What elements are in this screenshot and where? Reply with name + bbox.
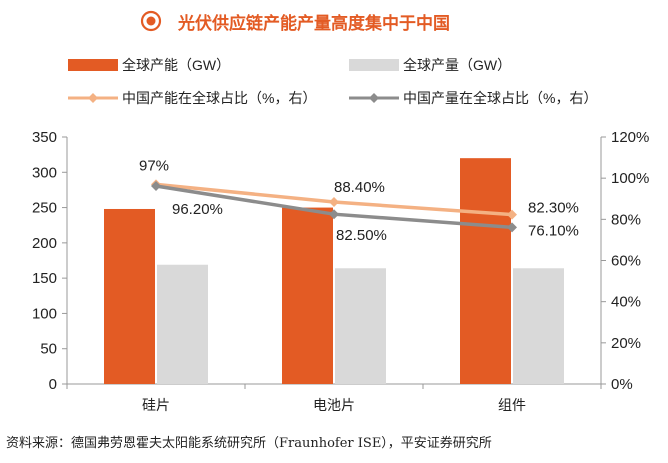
right-tick-label: 80% [611, 211, 641, 228]
chart-title: 光伏供应链产能产量高度集中于中国 [178, 14, 450, 34]
right-tick-label: 120% [611, 129, 649, 146]
x-tick-label: 硅片 [142, 397, 170, 413]
bar-global-output [157, 264, 208, 384]
title-row: 光伏供应链产能产量高度集中于中国 [0, 0, 668, 40]
left-tick-label: 350 [32, 129, 57, 146]
right-tick-label: 40% [611, 294, 641, 311]
point-china-output-share [329, 209, 339, 220]
x-tick-label: 组件 [498, 397, 526, 413]
data-label: 82.50% [336, 227, 387, 244]
point-china-output-share [151, 180, 161, 191]
data-label: 96.20% [172, 201, 223, 218]
right-tick-label: 60% [611, 253, 641, 270]
point-china-output-share [507, 222, 517, 233]
left-tick-label: 100 [32, 305, 57, 322]
left-tick-label: 200 [32, 235, 57, 252]
data-label: 88.40% [334, 179, 385, 196]
left-tick-label: 0 [49, 376, 57, 393]
point-china-capacity-share [329, 197, 339, 208]
right-tick-label: 20% [611, 335, 641, 352]
x-tick-label: 电池片 [313, 397, 355, 413]
source-note: 资料来源：德国弗劳恩霍夫太阳能系统研究所（Fraunhofer ISE），平安证… [6, 436, 492, 451]
legend-label: 中国产量在全球占比（%，右） [403, 90, 597, 106]
bar-global-output [513, 268, 564, 384]
chart: 0 50 100 150 200 250 300 350 0% 20% 40% 60% 80% 100% 1… [32, 57, 649, 413]
data-label: 76.10% [528, 222, 579, 239]
legend-swatch [349, 59, 399, 71]
legend-swatch [68, 59, 118, 71]
bar-global-output [335, 268, 386, 384]
bar-global-capacity [282, 207, 333, 384]
data-label: 82.30% [528, 200, 579, 217]
left-tick-label: 150 [32, 270, 57, 287]
left-tick-label: 250 [32, 200, 57, 217]
left-tick-label: 300 [32, 164, 57, 181]
legend-marker [88, 93, 98, 103]
target-icon [140, 10, 162, 32]
legend-marker [369, 93, 379, 103]
bar-global-capacity [460, 158, 511, 384]
bar-global-capacity [104, 208, 155, 384]
right-tick-label: 100% [611, 170, 649, 187]
left-tick-label: 50 [40, 341, 57, 358]
legend-label: 全球产量（GW） [403, 57, 511, 73]
legend-label: 全球产能（GW） [122, 57, 230, 73]
point-china-capacity-share [507, 209, 517, 220]
data-label: 97% [139, 157, 169, 174]
legend-label: 中国产能在全球占比（%，右） [122, 90, 316, 106]
right-tick-label: 0% [611, 376, 633, 393]
